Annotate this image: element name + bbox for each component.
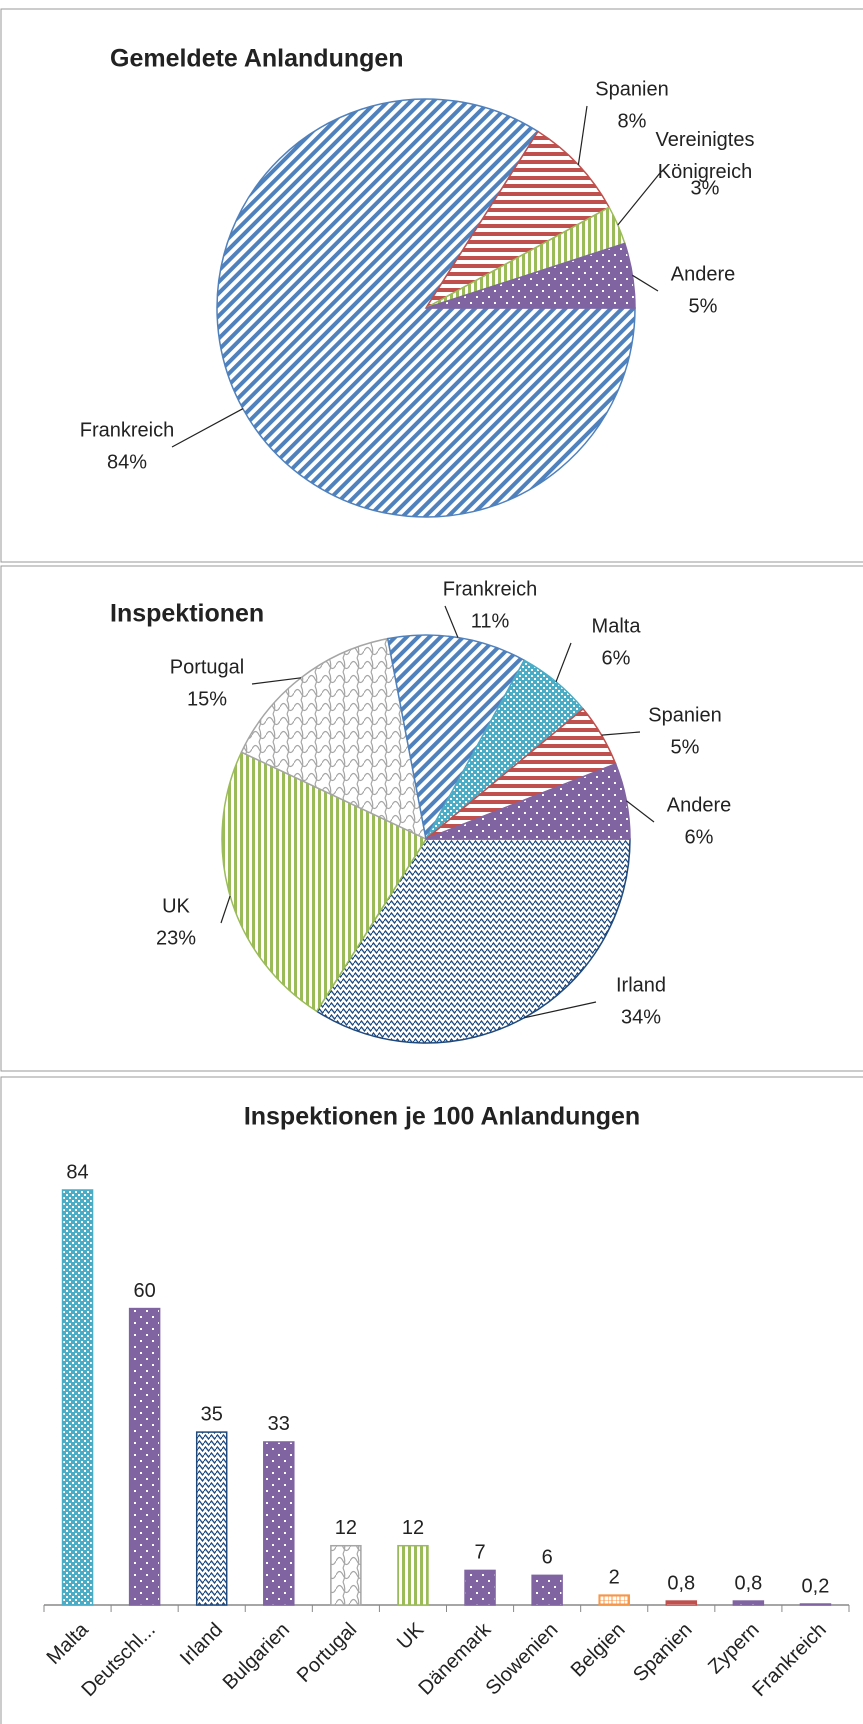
leader-line	[251, 677, 302, 685]
data-label: 6%	[602, 647, 631, 669]
data-label: 7	[474, 1542, 485, 1564]
bar	[195, 1431, 228, 1606]
data-label: 5%	[671, 736, 700, 758]
x-tick-label: Bulgarien	[219, 1619, 294, 1694]
x-tick-label: Spanien	[629, 1619, 696, 1686]
data-label: 33	[268, 1413, 290, 1435]
data-label: 84	[66, 1161, 88, 1183]
data-label: Frankreich	[80, 419, 174, 441]
x-tick-label: Slowenien	[482, 1619, 563, 1700]
bar	[799, 1603, 832, 1606]
bar	[531, 1574, 563, 1606]
bar	[128, 1307, 161, 1606]
data-label: 5%	[689, 295, 718, 317]
leader-line	[555, 642, 572, 683]
data-label: 6	[542, 1547, 553, 1569]
bar	[464, 1569, 496, 1606]
bar	[263, 1441, 295, 1606]
bar	[665, 1600, 698, 1606]
data-label: 0,8	[734, 1572, 762, 1594]
leader-line	[577, 105, 588, 166]
data-label: 0,2	[802, 1575, 830, 1597]
x-tick-label: Portugal	[293, 1619, 361, 1687]
data-label: 6%	[685, 826, 714, 848]
data-label: 35	[201, 1403, 223, 1425]
x-tick-label: Zypern	[704, 1619, 764, 1679]
pie-slice	[425, 242, 636, 309]
pie-slice	[425, 130, 611, 309]
data-label: UK	[162, 895, 190, 917]
data-label: 34%	[621, 1006, 661, 1028]
data-label: Frankreich	[443, 578, 537, 600]
chart-title: Inspektionen je 100 Anlandungen	[244, 1103, 640, 1131]
pie-slice	[315, 838, 631, 1044]
leader-line	[220, 895, 231, 924]
data-label: Malta	[592, 615, 642, 637]
data-label: Vereinigtes Königreich	[656, 129, 755, 183]
panel	[0, 8, 863, 563]
data-label: 84%	[107, 451, 147, 473]
chart-title: Gemeldete Anlandungen	[110, 45, 404, 73]
data-label: 8%	[618, 110, 647, 132]
panel	[0, 1076, 863, 1724]
panel	[0, 565, 863, 1072]
bar	[598, 1594, 630, 1606]
leader-line	[626, 800, 655, 823]
data-label: 12	[335, 1517, 357, 1539]
bar	[330, 1544, 362, 1606]
data-label: 60	[134, 1280, 156, 1302]
data-label: Irland	[616, 974, 666, 996]
chart-title: Inspektionen	[110, 600, 264, 628]
leader-line	[617, 172, 661, 226]
data-label: 11%	[471, 610, 510, 632]
x-tick-label: Irland	[176, 1619, 227, 1670]
leader-line	[632, 274, 659, 292]
x-tick-label: Frankreich	[748, 1619, 830, 1701]
data-label: Spanien	[595, 78, 668, 100]
x-tick-label: Malta	[43, 1618, 94, 1669]
data-label: 3%	[691, 177, 720, 199]
leader-line	[524, 1001, 597, 1019]
bar	[397, 1544, 429, 1606]
x-tick-label: Belgien	[567, 1619, 630, 1682]
data-label: 2	[609, 1566, 620, 1588]
data-label: Spanien	[648, 704, 721, 726]
data-label: Andere	[667, 794, 732, 816]
data-label: 12	[402, 1517, 424, 1539]
x-tick-label: Deutschl...	[78, 1619, 160, 1701]
leader-line	[171, 408, 244, 448]
data-label: 0,8	[667, 1572, 695, 1594]
pie-slice	[425, 762, 631, 840]
bar	[61, 1189, 94, 1606]
x-tick-label: UK	[393, 1618, 429, 1654]
leader-line	[444, 605, 459, 638]
data-label: Andere	[671, 263, 736, 285]
data-label: Portugal	[170, 656, 245, 678]
bar	[732, 1600, 765, 1606]
leader-line	[601, 731, 641, 736]
data-label: 23%	[156, 927, 196, 949]
data-label: 15%	[187, 688, 227, 710]
pie-slice	[240, 637, 428, 841]
pie-slice	[221, 751, 428, 1013]
